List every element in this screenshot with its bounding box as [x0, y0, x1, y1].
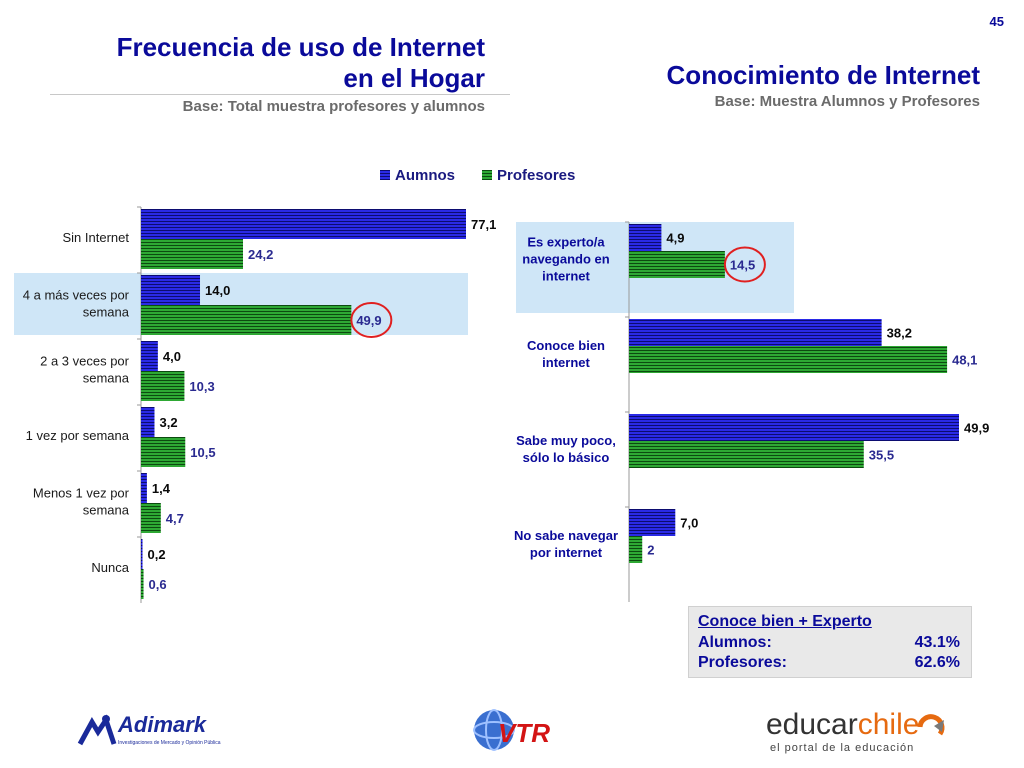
category-label: Conoce bien internet — [527, 338, 605, 370]
value-label: 10,3 — [189, 379, 214, 394]
left-subtitle: Base: Total muestra profesores y alumnos — [182, 98, 485, 115]
educarchile-logo: educarchile el portal de la educación — [766, 708, 966, 758]
vtr-logo: VTR — [470, 706, 580, 756]
category-label: Nunca — [91, 560, 129, 575]
vtr-name: VTR — [498, 718, 550, 748]
bar-profesores — [141, 437, 186, 467]
value-label: 49,9 — [356, 313, 381, 328]
category-label: Sabe muy poco, sólo lo básico — [516, 433, 616, 465]
bar-aumnos — [629, 509, 676, 536]
bar-profesores — [629, 251, 725, 278]
summary-title: Conoce bien + Experto — [698, 613, 872, 630]
page-number: 45 — [989, 14, 1004, 29]
educarchile-swoosh-icon — [917, 714, 945, 736]
category-label: 2 a 3 veces por semana — [40, 354, 130, 386]
educarchile-part2: chile — [857, 708, 920, 741]
bar-aumnos — [141, 275, 201, 305]
bar-aumnos — [629, 224, 662, 251]
category-label: No sabe navegar por internet — [514, 528, 618, 560]
summary-label: Profesores: — [698, 654, 787, 671]
bar-aumnos — [141, 341, 158, 371]
bar-profesores — [629, 441, 864, 468]
value-label: 4,0 — [163, 349, 181, 364]
right-subtitle: Base: Muestra Alumnos y Profesores — [714, 93, 980, 110]
bar-profesores — [141, 239, 244, 269]
bar-profesores — [141, 569, 144, 599]
value-label: 35,5 — [869, 448, 894, 463]
bar-profesores — [141, 305, 352, 335]
value-label: 1,4 — [152, 481, 171, 496]
highlight-circle — [350, 302, 393, 338]
adimark-tagline: Investigaciones de Mercado y Opinión Púb… — [118, 740, 221, 746]
educarchile-part1: educar — [766, 708, 858, 741]
category-label: Es experto/a navegando en internet — [522, 235, 609, 284]
bar-aumnos — [141, 407, 155, 437]
bar-aumnos — [629, 414, 959, 441]
value-label: 48,1 — [952, 353, 977, 368]
highlight-circle — [723, 246, 766, 283]
value-label: 10,5 — [190, 445, 215, 460]
value-label: 0,6 — [149, 577, 167, 592]
value-label: 2 — [647, 543, 654, 558]
legend-swatch-profesores — [482, 170, 492, 180]
left-chart: Sin Internet 77,1 24,2 4 a más veces por sem… — [23, 206, 496, 603]
summary-box: Conoce bien + Experto Alumnos: 43.1% Pro… — [688, 606, 972, 678]
bar-aumnos — [141, 473, 147, 503]
adimark-logo: Adimark Investigaciones de Mercado y Opi… — [76, 712, 236, 752]
left-title: Frecuencia de uso de Internet en el Hoga… — [40, 32, 485, 94]
summary-row-profesores: Profesores: 62.6% — [698, 654, 960, 672]
title-divider — [50, 94, 510, 95]
right-title: Conocimiento de Internet — [666, 60, 980, 90]
value-label: 24,2 — [248, 247, 273, 262]
summary-label: Alumnos: — [698, 634, 772, 651]
value-label: 77,1 — [471, 217, 496, 232]
bar-profesores — [629, 536, 643, 563]
bar-aumnos — [629, 319, 882, 346]
category-label: Menos 1 vez por semana — [33, 486, 130, 518]
value-label: 4,7 — [166, 511, 184, 526]
bar-aumnos — [141, 539, 143, 569]
summary-value: 43.1% — [914, 634, 960, 651]
vtr-globe-icon — [473, 709, 515, 751]
value-label: 49,9 — [964, 421, 989, 436]
educarchile-name: educarchile — [766, 708, 919, 742]
educarchile-tagline: el portal de la educación — [770, 742, 915, 754]
summary-row-alumnos: Alumnos: 43.1% — [698, 634, 960, 652]
value-label: 14,0 — [205, 283, 230, 298]
value-label: 0,2 — [148, 547, 166, 562]
left-title-line1: Frecuencia de uso de Internet — [116, 32, 485, 62]
bar-profesores — [629, 346, 948, 373]
category-label: 1 vez por semana — [26, 428, 130, 443]
legend-label-profesores: Profesores — [497, 167, 575, 184]
category-label: Sin Internet — [63, 230, 130, 245]
value-label: 38,2 — [887, 326, 912, 341]
value-label: 4,9 — [666, 231, 684, 246]
adimark-mark-icon — [77, 714, 117, 746]
legend: Aumnos Profesores — [380, 167, 575, 184]
right-chart: Es experto/a navegando en internet 4,9 14,5 C… — [514, 221, 989, 602]
value-label: 14,5 — [730, 258, 755, 273]
bar-profesores — [141, 371, 185, 401]
bar-profesores — [141, 503, 161, 533]
value-label: 3,2 — [159, 415, 177, 430]
value-label: 7,0 — [680, 516, 698, 531]
left-title-line2: en el Hogar — [343, 63, 485, 93]
category-label: 4 a más veces por semana — [23, 288, 130, 320]
summary-value: 62.6% — [914, 654, 960, 671]
adimark-name: Adimark — [118, 712, 207, 737]
legend-label-aumnos: Aumnos — [395, 167, 455, 184]
legend-swatch-aumnos — [380, 170, 390, 180]
bar-aumnos — [141, 209, 466, 239]
